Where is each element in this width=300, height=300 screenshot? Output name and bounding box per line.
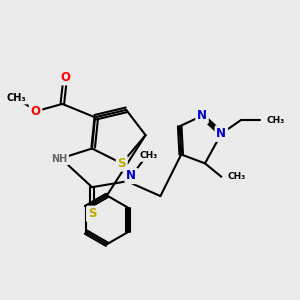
Text: O: O — [60, 71, 70, 84]
Text: CH₃: CH₃ — [6, 93, 26, 103]
Text: CH₃: CH₃ — [266, 116, 285, 125]
Text: S: S — [88, 207, 96, 220]
Text: CH₃: CH₃ — [140, 152, 158, 160]
Text: CH₃: CH₃ — [228, 172, 246, 181]
Text: O: O — [31, 105, 40, 118]
Text: N: N — [197, 109, 207, 122]
Text: N: N — [216, 127, 226, 140]
Text: N: N — [126, 169, 136, 182]
Text: S: S — [118, 157, 126, 170]
Text: NH: NH — [51, 154, 68, 164]
